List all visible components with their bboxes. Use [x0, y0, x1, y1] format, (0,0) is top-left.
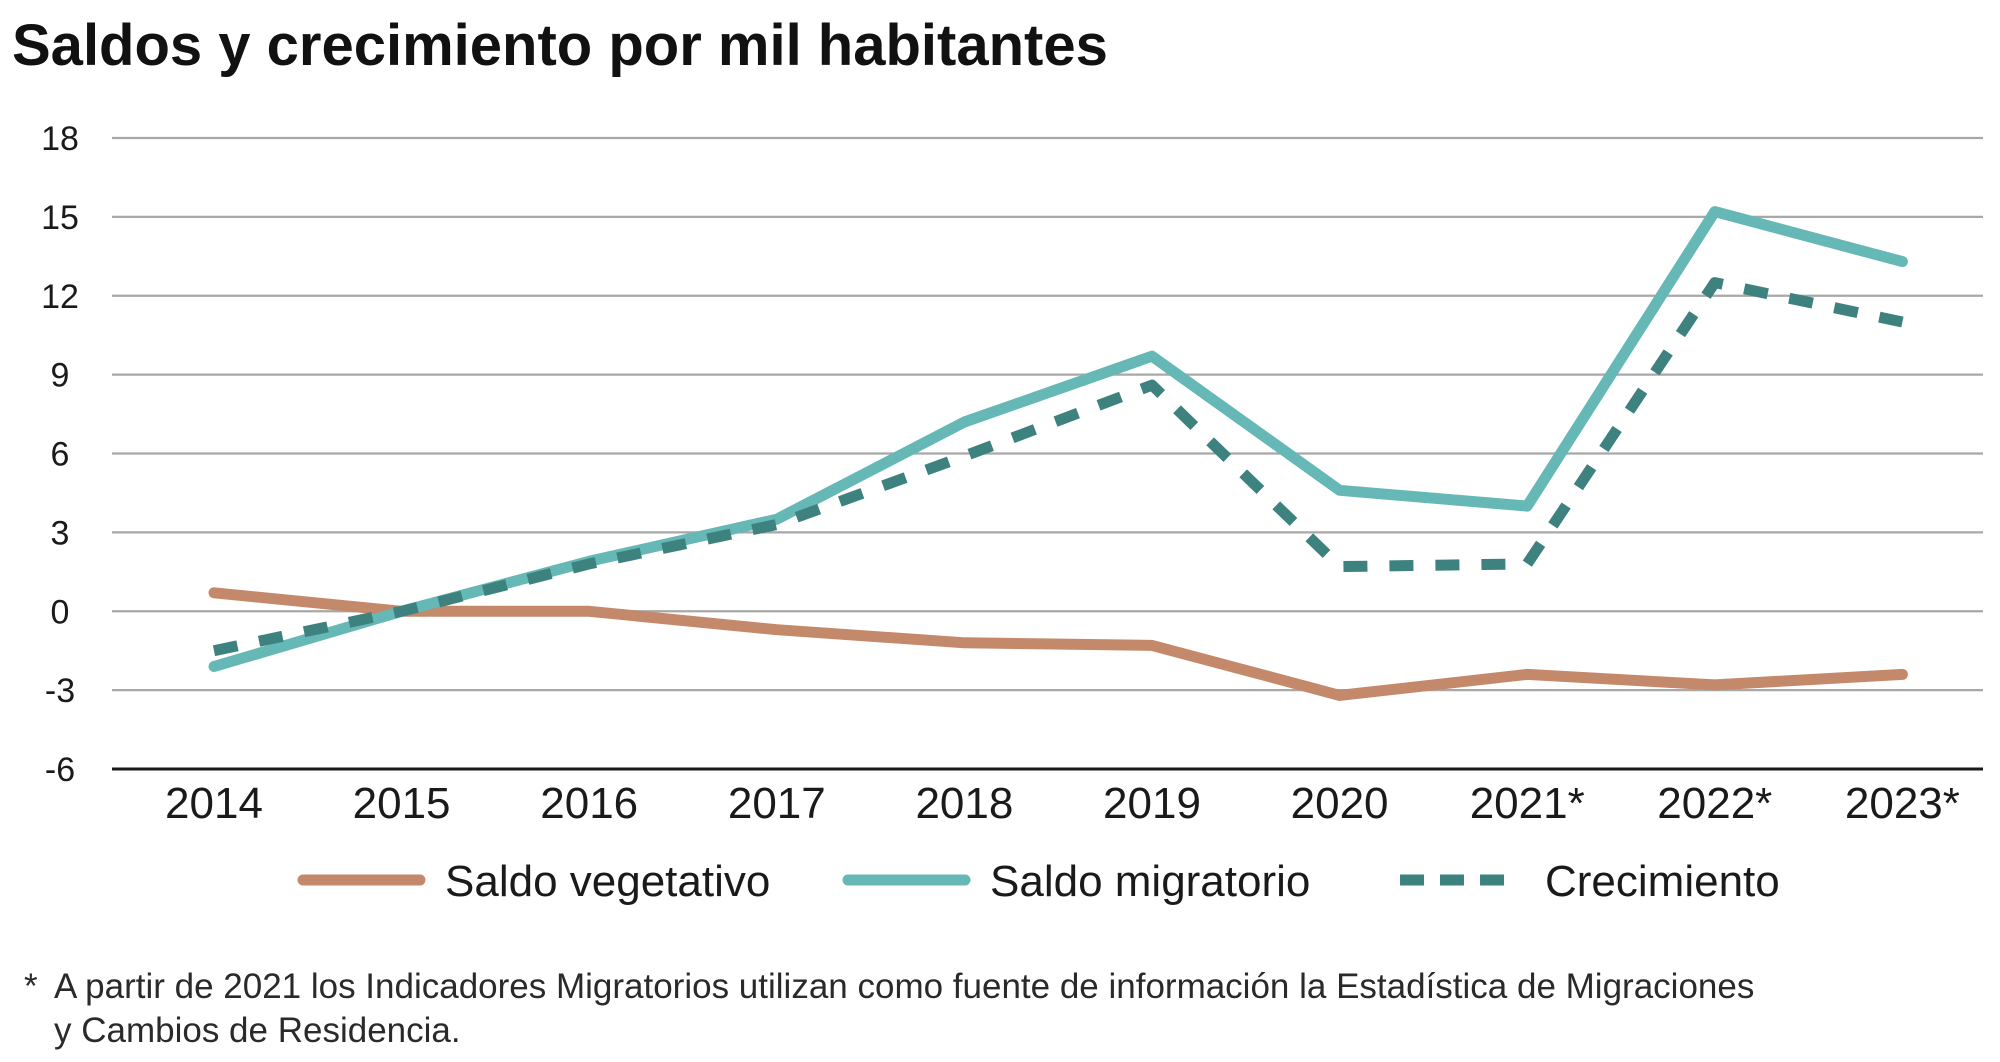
x-tick-label: 2014: [165, 779, 263, 828]
y-tick-label: 15: [41, 199, 79, 237]
legend-label: Saldo migratorio: [990, 857, 1310, 906]
y-tick-label: 12: [41, 278, 79, 316]
x-tick-label: 2021*: [1470, 779, 1585, 828]
y-tick-label: 6: [51, 436, 70, 474]
y-tick-label: 9: [51, 357, 70, 395]
x-tick-label: 2020: [1291, 779, 1389, 828]
y-tick-label: 3: [51, 514, 70, 552]
legend-label: Saldo vegetativo: [445, 857, 770, 906]
chart-title: Saldos y crecimiento por mil habitantes: [12, 13, 1108, 78]
x-tick-label: 2015: [353, 779, 451, 828]
y-tick-label: -3: [45, 672, 75, 710]
y-axis-ticks: 18 15 12 9 6 3 0 -3 -6: [41, 120, 79, 789]
x-tick-label: 2017: [728, 779, 826, 828]
series-lines: [208, 206, 1908, 701]
legend-label: Crecimiento: [1545, 857, 1780, 906]
series-line-saldo-migratorio: [208, 206, 1908, 672]
x-tick-label: 2023*: [1845, 779, 1960, 828]
footnote-line-1: A partir de 2021 los Indicadores Migrato…: [54, 967, 1754, 1006]
y-tick-label: 18: [41, 120, 79, 158]
x-tick-label: 2018: [915, 779, 1013, 828]
series-line-saldo-vegetativo: [208, 587, 1908, 701]
y-tick-label: -6: [45, 751, 75, 789]
y-tick-label: 0: [51, 593, 70, 631]
x-tick-label: 2019: [1103, 779, 1201, 828]
footnote-marker: *: [24, 967, 38, 1006]
series-line-crecimiento: [212, 277, 1904, 657]
legend: Saldo vegetativo Saldo migratorio Crecimie…: [297, 857, 1780, 906]
x-axis-ticks: 2014 2015 2016 2017 2018 2019 2020 2021* 2022* 20…: [165, 779, 1960, 828]
x-tick-label: 2016: [540, 779, 638, 828]
x-tick-label: 2022*: [1657, 779, 1772, 828]
footnote-line-2: y Cambios de Residencia.: [54, 1011, 461, 1050]
